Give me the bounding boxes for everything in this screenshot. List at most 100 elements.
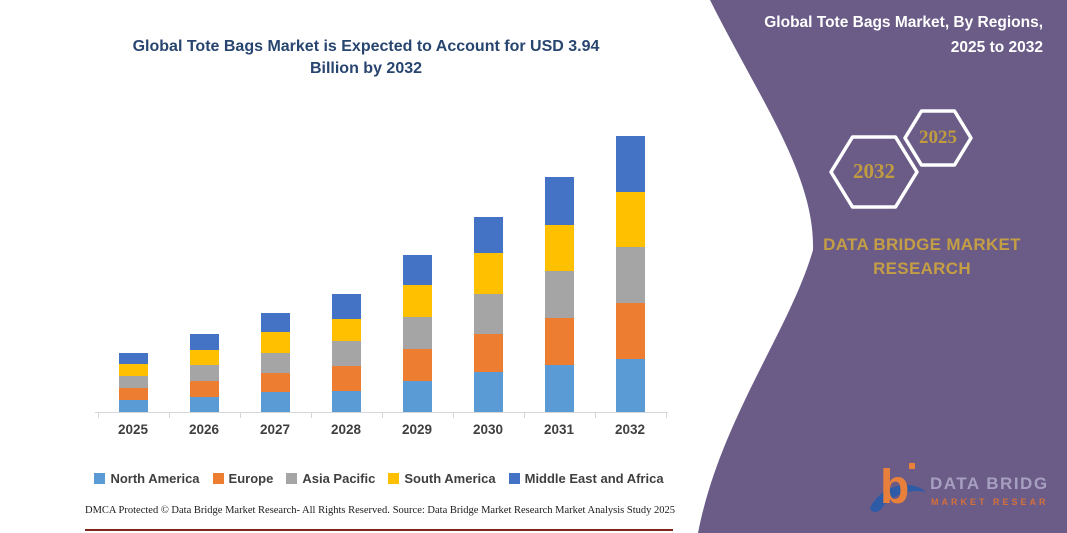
bar-segment-2028-north-america [331,391,361,412]
logo-dot-icon [909,463,915,469]
bar-segment-2025-europe [118,388,148,401]
x-axis-tick [594,413,596,418]
x-axis-tick [239,413,241,418]
x-axis-label-2032: 2032 [614,422,646,437]
legend-item-south-america: South America [388,471,496,486]
panel-title: Global Tote Bags Market, By Regions, 202… [713,10,1043,60]
legend-swatch-icon [212,473,224,484]
bar-segment-2025-north-america [118,400,148,412]
x-axis-tick [310,413,312,418]
chart-legend: North America Europe Asia Pacific South Ame… [85,471,673,486]
purple-panel-shape [698,0,1067,533]
x-axis-tick [452,413,454,418]
bar-segment-2026-south-america [189,349,219,366]
hexagon-large-year: 2032 [853,159,895,183]
x-axis-tick [97,413,99,418]
bar-segment-2031-asia-pacific [544,270,574,319]
x-axis-tick [523,413,525,418]
legend-label: South America [404,471,496,486]
bar-segment-2026-europe [189,380,219,397]
bar-segment-2032-south-america [615,192,645,247]
logo-name-top: DATA BRIDGE [930,474,1049,493]
legend-label: Asia Pacific [302,471,376,486]
bar-segment-2026-middle-east-and-africa [189,333,219,350]
logo-swoosh-icon [870,485,926,513]
bar-segment-2026-north-america [189,396,219,412]
bar-segment-2028-south-america [331,318,361,342]
bar-segment-2025-middle-east-and-africa [118,352,148,365]
bar-segment-2032-middle-east-and-africa [615,136,645,193]
legend-item-middle-east-and-africa: Middle East and Africa [508,471,664,486]
bar-segment-2026-asia-pacific [189,365,219,381]
bar-segment-2027-middle-east-and-africa [260,312,290,333]
bar-segment-2027-south-america [260,332,290,353]
legend-item-europe: Europe [212,471,274,486]
dbmr-logo: b DATA BRIDGE MARKET RESEARCH [870,461,1049,514]
bar-2025 [118,352,148,412]
bar-segment-2027-europe [260,372,290,393]
bar-2027 [260,312,290,412]
legend-swatch-icon [286,473,298,484]
hexagon-small-year: 2025 [919,127,957,148]
x-axis-label-2031: 2031 [543,422,575,437]
panel-title-line2: 2025 to 2032 [950,39,1043,56]
x-axis-tick [381,413,383,418]
chart-title-line1: Global Tote Bags Market is Expected to A… [132,38,600,55]
footer-dmca-text: DMCA Protected © Data Bridge Market Rese… [85,505,390,516]
bar-2032 [615,136,645,412]
chart-title: Global Tote Bags Market is Expected to A… [110,36,622,80]
bar-segment-2031-north-america [544,365,574,412]
bar-segment-2029-asia-pacific [402,316,432,349]
x-axis-line [95,412,668,413]
x-axis-tick [665,413,667,418]
bar-segment-2030-north-america [473,372,503,412]
hexagon-small-outline [903,109,973,167]
plot-area: 2025 2026 2027 2028 2029 2030 2031 2032 [95,115,673,437]
legend-label: North America [110,471,200,486]
bar-segment-2025-asia-pacific [118,376,148,389]
bar-2031 [544,176,574,412]
legend-swatch-icon [388,473,400,484]
legend-item-north-america: North America [94,471,200,486]
legend-label: Middle East and Africa [524,471,664,486]
bar-2026 [189,333,219,412]
x-axis-label-2028: 2028 [330,422,362,437]
x-axis-label-2026: 2026 [188,422,220,437]
bottom-maroon-rule [85,529,673,531]
x-axis-label-2029: 2029 [401,422,433,437]
bar-segment-2028-asia-pacific [331,341,361,366]
brand-wordmark-line1: DATA BRIDGE MARKET [823,235,1021,254]
x-axis-label-2027: 2027 [259,422,291,437]
bar-segment-2027-asia-pacific [260,352,290,373]
legend-swatch-icon [94,473,106,484]
bar-segment-2028-europe [331,365,361,391]
bar-2029 [402,254,432,412]
bar-segment-2025-south-america [118,364,148,377]
x-axis-tick [168,413,170,418]
bar-2028 [331,294,361,412]
bar-segment-2032-north-america [615,358,645,412]
bar-segment-2029-europe [402,349,432,381]
bar-segment-2032-europe [615,302,645,359]
panel-title-line1: Global Tote Bags Market, By Regions, [764,14,1043,31]
bar-segment-2031-europe [544,318,574,366]
brand-wordmark-line2: RESEARCH [873,259,971,278]
x-axis-label-2030: 2030 [472,422,504,437]
legend-item-asia-pacific: Asia Pacific [286,471,375,486]
bar-segment-2029-south-america [402,285,432,317]
bar-segment-2030-europe [473,334,503,373]
bar-2030 [473,216,503,412]
brand-wordmark: DATA BRIDGE MARKET RESEARCH [822,233,1022,281]
bar-segment-2029-middle-east-and-africa [402,254,432,286]
x-axis-label-2025: 2025 [117,422,149,437]
bar-segment-2030-middle-east-and-africa [473,216,503,254]
footer: DMCA Protected © Data Bridge Market Rese… [85,505,675,516]
bar-segment-2031-middle-east-and-africa [544,176,574,226]
footer-source-text: Source: Data Bridge Market Research Mark… [392,505,675,516]
bar-segment-2032-asia-pacific [615,246,645,303]
legend-label: Europe [228,471,274,486]
bar-segment-2030-south-america [473,253,503,295]
chart-title-line2: Billion by 2032 [309,60,423,77]
